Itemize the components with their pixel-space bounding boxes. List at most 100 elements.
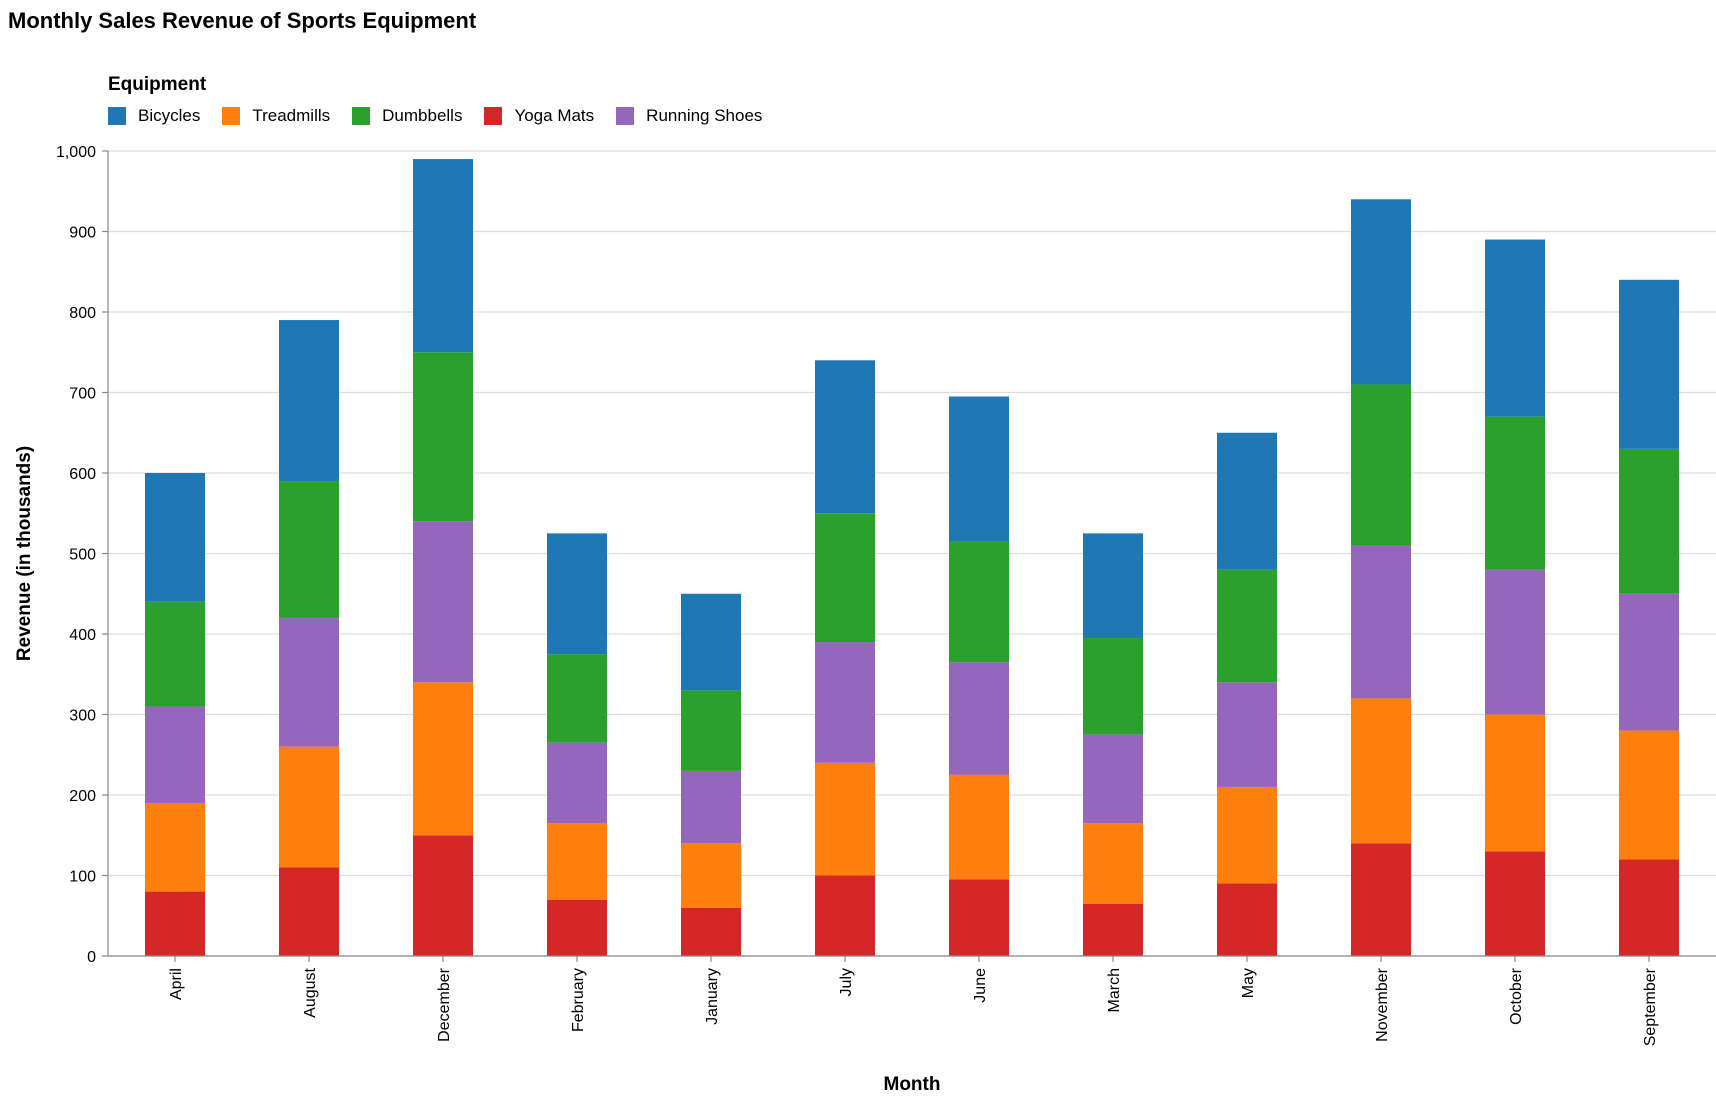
bar-bicycles-january	[681, 593, 741, 691]
bar-running-shoes-november	[1351, 545, 1411, 699]
legend-item-dumbbells: Dumbbells	[352, 106, 462, 126]
x-tick-label: April	[168, 968, 185, 1000]
bar-bicycles-october	[1485, 239, 1545, 417]
legend-label-treadmills: Treadmills	[252, 106, 331, 125]
bar-dumbbells-december	[413, 352, 473, 522]
bar-dumbbells-april	[145, 601, 205, 707]
bar-running-shoes-october	[1485, 569, 1545, 715]
bar-bicycles-september	[1619, 279, 1679, 449]
y-tick-label: 100	[69, 869, 96, 886]
y-tick-label: 500	[69, 547, 96, 564]
x-tick-label: May	[1240, 968, 1257, 998]
x-tick-label: August	[302, 967, 319, 1017]
legend-swatch-running-shoes	[616, 107, 635, 125]
legend-swatch-bicycles	[108, 107, 126, 125]
legend-item-bicycles: Bicycles	[108, 106, 200, 126]
bar-running-shoes-april	[145, 706, 205, 804]
bar-running-shoes-august	[279, 617, 339, 747]
bars	[145, 159, 1679, 956]
bar-running-shoes-july	[815, 642, 875, 763]
y-tick-label: 200	[69, 788, 96, 805]
legend: Equipment Bicycles Treadmills Dumbbells Yog…	[108, 74, 784, 126]
bar-bicycles-july	[815, 360, 875, 514]
bar-running-shoes-june	[949, 662, 1009, 775]
bar-treadmills-july	[815, 762, 875, 876]
x-tick-label: March	[1106, 968, 1123, 1012]
bar-dumbbells-february	[547, 654, 607, 743]
y-tick-label: 400	[69, 627, 96, 644]
bar-dumbbells-june	[949, 541, 1009, 663]
bar-bicycles-june	[949, 396, 1009, 542]
y-tick-label: 600	[69, 466, 96, 483]
x-tick-label: June	[972, 968, 989, 1003]
bar-dumbbells-november	[1351, 384, 1411, 546]
bar-treadmills-august	[279, 746, 339, 868]
y-tick-label: 700	[69, 386, 96, 403]
bar-bicycles-may	[1217, 432, 1277, 570]
bar-treadmills-december	[413, 682, 473, 836]
bar-treadmills-may	[1217, 786, 1277, 884]
gridlines	[108, 150, 1716, 957]
bar-bicycles-april	[145, 473, 205, 602]
bar-treadmills-november	[1351, 698, 1411, 844]
bar-yoga-mats-october	[1485, 851, 1545, 956]
bar-yoga-mats-january	[681, 907, 741, 956]
bar-treadmills-february	[547, 823, 607, 900]
bar-yoga-mats-april	[145, 891, 205, 956]
legend-item-yoga-mats: Yoga Mats	[484, 106, 594, 126]
y-axis-label: Revenue (in thousands)	[14, 446, 35, 661]
x-tick-label: July	[838, 968, 855, 996]
x-axis-label: Month	[884, 1074, 941, 1095]
bar-treadmills-october	[1485, 714, 1545, 852]
bar-yoga-mats-september	[1619, 859, 1679, 956]
bar-yoga-mats-march	[1083, 903, 1143, 956]
bar-running-shoes-january	[681, 770, 741, 844]
bar-yoga-mats-august	[279, 867, 339, 956]
y-tick-label: 800	[69, 305, 96, 322]
legend-items: Bicycles Treadmills Dumbbells Yoga Mats Runn…	[108, 106, 784, 126]
legend-label-running-shoes: Running Shoes	[646, 106, 763, 125]
bar-bicycles-august	[279, 320, 339, 482]
chart-title: Monthly Sales Revenue of Sports Equipmen…	[8, 8, 477, 33]
bar-yoga-mats-december	[413, 835, 473, 956]
legend-item-treadmills: Treadmills	[222, 106, 330, 126]
bar-running-shoes-december	[413, 521, 473, 683]
legend-swatch-treadmills	[222, 107, 241, 125]
legend-label-bicycles: Bicycles	[138, 106, 201, 125]
y-tick-label: 0	[87, 949, 96, 966]
y-tick-label: 900	[69, 225, 96, 242]
bar-yoga-mats-november	[1351, 843, 1411, 956]
x-tick-label: January	[704, 968, 721, 1025]
bar-yoga-mats-july	[815, 875, 875, 956]
bar-yoga-mats-may	[1217, 883, 1277, 956]
bar-treadmills-march	[1083, 823, 1143, 904]
bar-treadmills-june	[949, 774, 1009, 880]
legend-item-running-shoes: Running Shoes	[616, 106, 762, 126]
bar-bicycles-december	[413, 159, 473, 353]
legend-swatch-dumbbells	[352, 107, 371, 125]
bar-yoga-mats-june	[949, 879, 1009, 956]
bar-running-shoes-march	[1083, 734, 1143, 824]
bar-bicycles-february	[547, 533, 607, 655]
bar-bicycles-march	[1083, 533, 1143, 639]
y-tick-label: 300	[69, 708, 96, 725]
legend-label-yoga-mats: Yoga Mats	[514, 106, 595, 125]
bar-dumbbells-september	[1619, 448, 1679, 594]
x-tick-label: February	[570, 968, 587, 1032]
bar-dumbbells-august	[279, 481, 339, 618]
bar-dumbbells-july	[815, 513, 875, 643]
bar-dumbbells-may	[1217, 569, 1277, 683]
bar-treadmills-january	[681, 843, 741, 908]
bar-running-shoes-may	[1217, 682, 1277, 787]
x-tick-label: October	[1508, 967, 1525, 1025]
bar-treadmills-april	[145, 803, 205, 892]
legend-label-dumbbells: Dumbbells	[382, 106, 463, 125]
bar-bicycles-november	[1351, 199, 1411, 385]
x-tick-label: November	[1374, 967, 1391, 1041]
bar-dumbbells-january	[681, 690, 741, 771]
legend-title: Equipment	[108, 74, 207, 95]
bar-yoga-mats-february	[547, 899, 607, 956]
bar-dumbbells-march	[1083, 638, 1143, 735]
bar-treadmills-september	[1619, 730, 1679, 860]
